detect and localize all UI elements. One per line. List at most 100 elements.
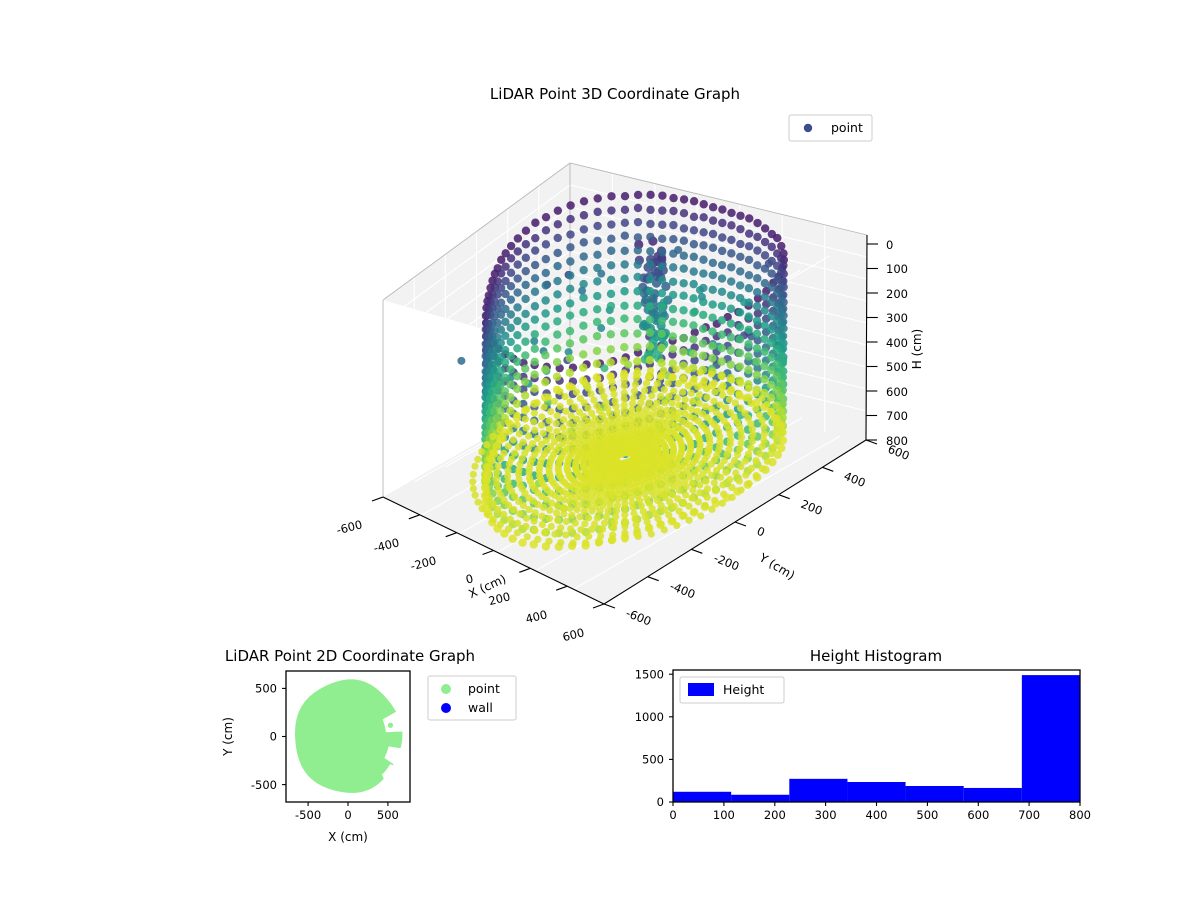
scatter-point-3d — [760, 374, 769, 384]
scatter-point-3d — [513, 344, 522, 353]
scatter-point-3d — [689, 279, 698, 289]
scatter-point-3d — [737, 462, 745, 471]
scatter-point-3d — [716, 473, 725, 481]
panel-hist-title: Height Histogram — [810, 647, 942, 665]
scatter-point-3d — [760, 237, 770, 247]
scatter-point-3d — [736, 224, 745, 234]
scatter-point-3d — [566, 243, 575, 252]
scatter-point-3d — [666, 498, 674, 506]
scatter-point-3d — [500, 449, 508, 457]
scatter-point-3d — [493, 277, 502, 286]
scatter-point-3d — [736, 252, 745, 261]
scatter-point-3d — [505, 483, 514, 492]
scatter-point-3d — [496, 407, 505, 416]
scatter-point-3d — [730, 456, 739, 464]
scatter-point-3d — [645, 315, 655, 324]
scatter-point-3d — [572, 499, 580, 508]
legend-3d[interactable]: point — [788, 114, 873, 142]
scatter-point-3d — [656, 405, 665, 414]
scatter-point-3d — [544, 393, 552, 401]
histogram-bar — [1021, 675, 1080, 802]
scatter-point-3d — [767, 449, 775, 458]
scatter-point-3d — [598, 387, 606, 395]
scatter-point-3d — [591, 415, 599, 423]
scatter-point-3d — [670, 483, 678, 491]
scatter-point-3d — [768, 457, 777, 467]
scatter-point-3d — [576, 513, 584, 521]
scatter-point-3d — [620, 218, 630, 228]
z-tick-label: 800 — [886, 434, 908, 448]
scatter-point-3d — [506, 281, 516, 291]
scatter-point-3d — [584, 514, 593, 522]
scatter-point-3d — [541, 212, 551, 222]
scatter-point-3d — [590, 396, 598, 404]
scatter-point-3d — [560, 496, 568, 504]
scatter-point-3d — [507, 455, 516, 463]
scatter-point-3d — [747, 444, 755, 452]
scatter-point-3d — [538, 421, 546, 429]
scatter-point-3d — [490, 380, 499, 389]
legend-histogram[interactable]: Height — [679, 676, 785, 704]
scatter-point-3d — [776, 309, 786, 319]
scatter-point-3d — [606, 316, 616, 326]
scatter-point-3d — [669, 193, 678, 203]
scatter-point-3d — [744, 312, 753, 321]
scatter-point-3d — [534, 535, 542, 543]
scatter-point-3d — [518, 538, 527, 547]
scatter-point-3d — [500, 358, 510, 367]
scatter-point-3d — [657, 358, 666, 368]
scatter-point-3d — [565, 420, 574, 428]
scatter-point-3d — [728, 483, 736, 492]
scatter-point-3d — [620, 191, 630, 201]
scatter-point-3d — [593, 263, 602, 273]
histogram-bar — [905, 785, 964, 802]
x-tick-label: 700 — [1018, 808, 1040, 822]
scatter-point-3d — [772, 261, 782, 271]
scatter-point-3d — [656, 520, 665, 529]
scatter-point-3d — [571, 519, 580, 527]
scatter-point-3d — [585, 532, 593, 541]
scatter-point-3d — [500, 387, 510, 396]
scatter-point-3d — [674, 495, 682, 503]
scatter-point-3d — [621, 490, 629, 498]
scatter-point-3d — [689, 486, 697, 494]
scatter-point-3d — [500, 345, 510, 355]
scatter-point-3d — [501, 249, 510, 258]
scatter-point-3d — [668, 290, 678, 300]
scatter-point-3d — [482, 504, 491, 514]
scatter-point-3d — [773, 450, 782, 460]
y-tick-label: -500 — [251, 778, 277, 792]
scatter-point-3d — [510, 505, 518, 514]
scatter-point-3d — [552, 419, 560, 428]
scatter-point-3d — [573, 415, 581, 423]
scatter-point-3d — [760, 334, 769, 344]
scatter-point-3d — [737, 439, 745, 447]
scatter-point-3d — [521, 322, 530, 331]
scatter-point-3d — [587, 390, 595, 398]
scatter-point-3d — [577, 426, 585, 434]
legend-2d[interactable]: point wall — [427, 675, 517, 721]
scatter-point-3d — [766, 366, 776, 375]
scatter-point-3d — [699, 228, 708, 237]
scatter-point-3d — [712, 466, 721, 474]
scatter-point-3d — [492, 400, 502, 410]
scatter-point-3d — [752, 344, 762, 353]
scatter-point-3d — [513, 330, 522, 340]
scatter-point-3d — [776, 392, 785, 401]
scatter-point-3d — [779, 261, 788, 270]
scatter-point-3d — [557, 538, 565, 547]
scatter-point-3d — [658, 220, 667, 229]
scatter-point-3d — [772, 275, 782, 285]
scatter-point-3d — [688, 405, 696, 414]
scatter-point-3d — [541, 309, 550, 318]
scatter-point-3d — [728, 376, 736, 384]
scatter-point-3d — [772, 434, 780, 442]
scatter-point-3d — [513, 247, 523, 256]
scatter-point-3d — [718, 499, 727, 507]
scatter-point-3d — [490, 394, 499, 403]
scatter-point-3d — [726, 476, 734, 484]
scatter-point-3d — [490, 366, 499, 376]
scatter-point-3d — [613, 408, 621, 416]
